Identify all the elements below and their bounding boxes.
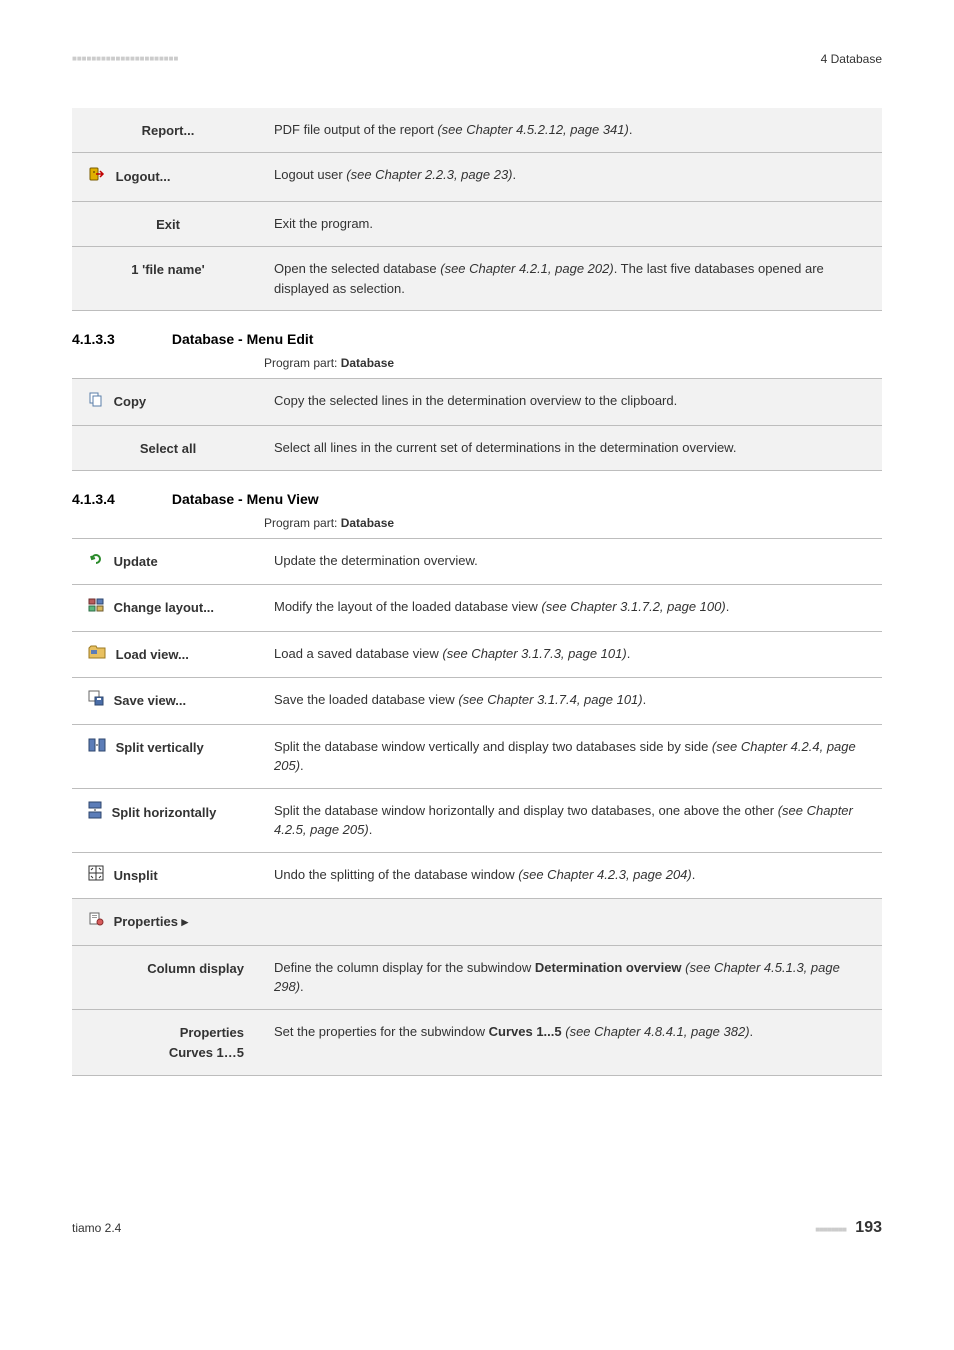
section-title: Database - Menu Edit <box>172 331 314 347</box>
menu-label: Report... <box>72 108 264 153</box>
footer-ornament: ■■■■■■■■ <box>815 1225 846 1234</box>
menu-label: Update <box>72 538 264 585</box>
section-number: 4.1.3.4 <box>72 489 168 510</box>
menu-desc: Define the column display for the subwin… <box>264 945 882 1009</box>
menu-label: Exit <box>72 201 264 246</box>
menu-row-filename: 1 'file name' Open the selected database… <box>72 247 882 311</box>
header-ornament: ■■■■■■■■■■■■■■■■■■■■■■ <box>72 53 178 65</box>
unsplit-icon <box>88 865 104 887</box>
section-heading-view: 4.1.3.4 Database - Menu View <box>72 489 882 510</box>
menu-row-split-h: Split horizontally Split the database wi… <box>72 788 882 852</box>
copy-icon <box>88 391 104 413</box>
section-title: Database - Menu View <box>172 491 319 507</box>
menu-row-copy: Copy Copy the selected lines in the dete… <box>72 379 882 426</box>
footer-product: tiamo 2.4 <box>72 1219 121 1237</box>
menu-row-change-layout: Change layout... Modify the layout of th… <box>72 585 882 632</box>
menu-row-properties-curves: Properties Curves 1…5 Set the properties… <box>72 1009 882 1075</box>
menu-row-selectall: Select all Select all lines in the curre… <box>72 425 882 470</box>
page-footer: tiamo 2.4 ■■■■■■■■ 193 <box>72 1216 882 1240</box>
logout-icon <box>88 165 106 189</box>
menu-label: Logout... <box>72 153 264 202</box>
menu-desc: Update the determination overview. <box>264 538 882 585</box>
menu-label: Properties Curves 1…5 <box>72 1009 264 1075</box>
menu-desc: Load a saved database view (see Chapter … <box>264 631 882 678</box>
split-vertically-icon <box>88 738 106 758</box>
menu-label: Select all <box>72 425 264 470</box>
footer-right: ■■■■■■■■ 193 <box>815 1216 882 1240</box>
menu-desc: Modify the layout of the loaded database… <box>264 585 882 632</box>
menu-row-exit: Exit Exit the program. <box>72 201 882 246</box>
edit-menu-table: Copy Copy the selected lines in the dete… <box>72 378 882 471</box>
section-heading-edit: 4.1.3.3 Database - Menu Edit <box>72 329 882 350</box>
menu-row-save-view: Save view... Save the loaded database vi… <box>72 678 882 725</box>
menu-label: Column display <box>72 945 264 1009</box>
menu-row-update: Update Update the determination overview… <box>72 538 882 585</box>
menu-row-load-view: Load view... Load a saved database view … <box>72 631 882 678</box>
menu-desc: PDF file output of the report (see Chapt… <box>264 108 882 153</box>
menu-desc <box>264 899 882 946</box>
menu-row-logout: Logout... Logout user (see Chapter 2.2.3… <box>72 153 882 202</box>
program-part-view: Program part: Database <box>264 514 882 532</box>
split-horizontally-icon <box>88 801 102 825</box>
menu-desc: Set the properties for the subwindow Cur… <box>264 1009 882 1075</box>
menu-desc: Logout user (see Chapter 2.2.3, page 23)… <box>264 153 882 202</box>
menu-desc: Save the loaded database view (see Chapt… <box>264 678 882 725</box>
menu-desc: Split the database window vertically and… <box>264 724 882 788</box>
menu-label: Change layout... <box>72 585 264 632</box>
menu-row-column-display: Column display Define the column display… <box>72 945 882 1009</box>
menu-label: Properties ▸ <box>72 899 264 946</box>
menu-desc: Open the selected database (see Chapter … <box>264 247 882 311</box>
menu-label: Copy <box>72 379 264 426</box>
menu-desc: Copy the selected lines in the determina… <box>264 379 882 426</box>
properties-icon <box>88 911 104 933</box>
menu-row-properties: Properties ▸ <box>72 899 882 946</box>
page-header: ■■■■■■■■■■■■■■■■■■■■■■ 4 Database <box>72 50 882 68</box>
menu-desc: Exit the program. <box>264 201 882 246</box>
update-icon <box>88 551 104 573</box>
menu-label: Save view... <box>72 678 264 725</box>
menu-label: Unsplit <box>72 852 264 899</box>
menu-desc: Select all lines in the current set of d… <box>264 425 882 470</box>
menu-label: Load view... <box>72 631 264 678</box>
view-menu-table: Update Update the determination overview… <box>72 538 882 1076</box>
menu-desc: Split the database window horizontally a… <box>264 788 882 852</box>
menu-label: Split vertically <box>72 724 264 788</box>
menu-row-unsplit: Unsplit Undo the splitting of the databa… <box>72 852 882 899</box>
page-number: 193 <box>855 1219 882 1236</box>
load-view-icon <box>88 644 106 666</box>
program-part-edit: Program part: Database <box>264 354 882 372</box>
menu-label: Split horizontally <box>72 788 264 852</box>
section-number: 4.1.3.3 <box>72 329 168 350</box>
change-layout-icon <box>88 597 104 619</box>
file-menu-table: Report... PDF file output of the report … <box>72 108 882 311</box>
chapter-label: 4 Database <box>821 50 882 68</box>
menu-desc: Undo the splitting of the database windo… <box>264 852 882 899</box>
menu-row-split-v: Split vertically Split the database wind… <box>72 724 882 788</box>
menu-label: 1 'file name' <box>72 247 264 311</box>
save-view-icon <box>88 690 104 712</box>
menu-row-report: Report... PDF file output of the report … <box>72 108 882 153</box>
